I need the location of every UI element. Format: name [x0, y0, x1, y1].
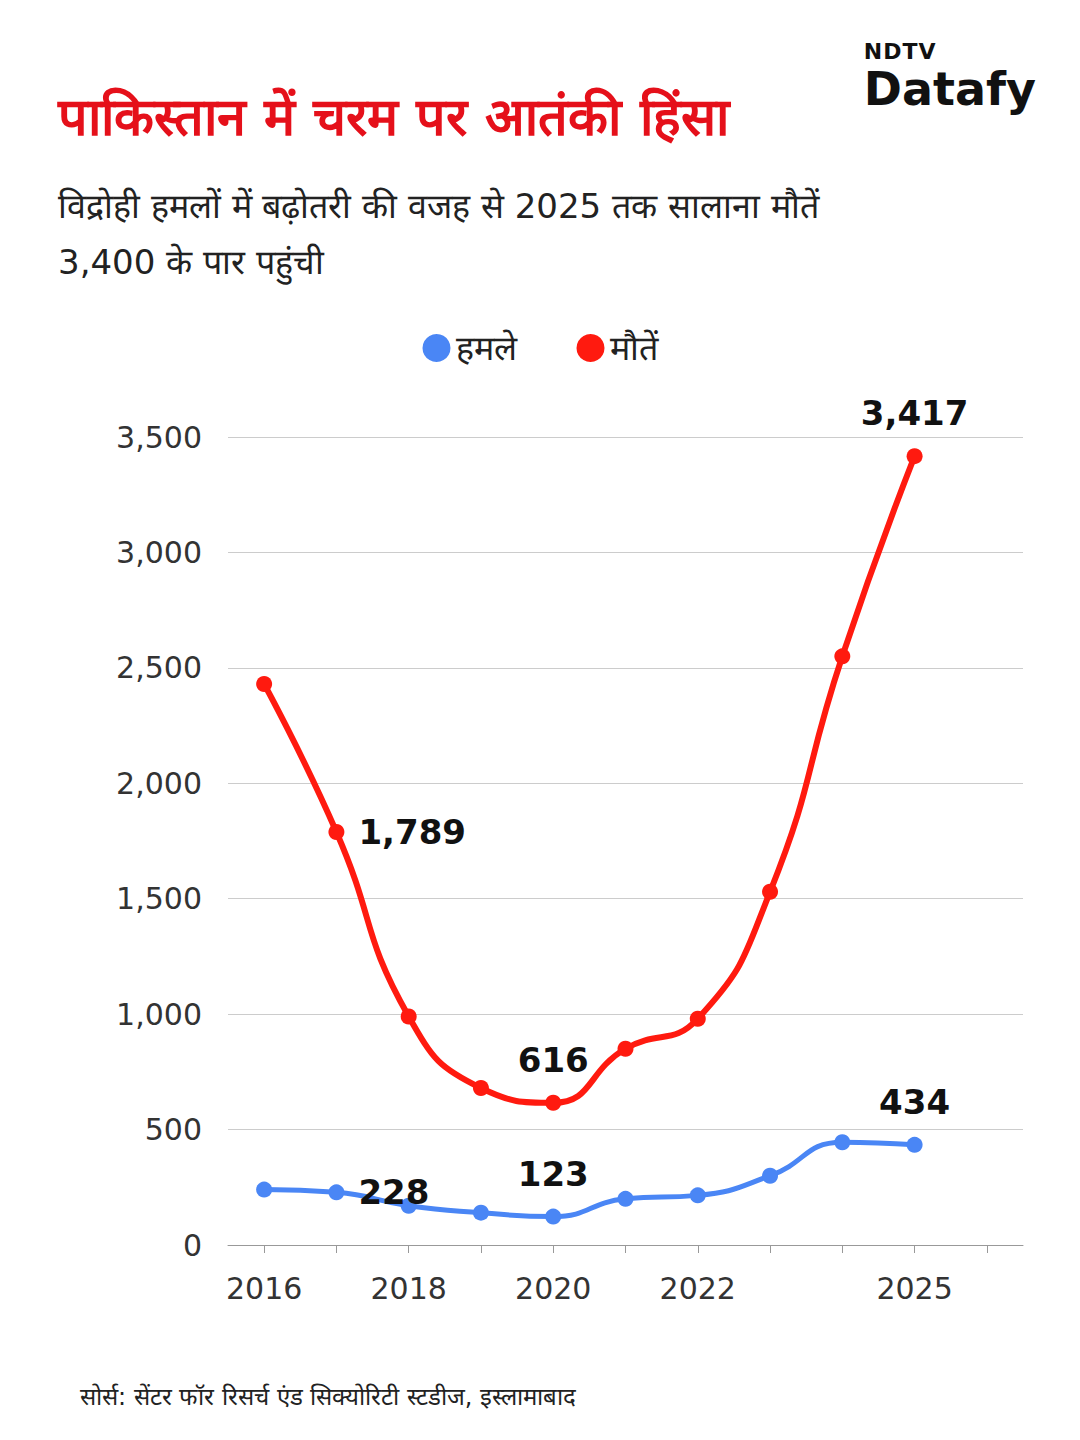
html-text:पाकिस्तान में चरम पर आतंकी हिं: पाकिस्तान में चरम पर आतंकी हिंसा	[58, 87, 729, 147]
svg-text:3,417: 3,417	[861, 393, 969, 433]
svg-text:हमले: हमले	[456, 328, 518, 368]
html-text:सोर्स: सेंटर फॉर रिसर्च एंड सि: सोर्स: सेंटर फॉर रिसर्च एंड सिक्योरिटी स…	[80, 1383, 577, 1411]
svg-text:1,789: 1,789	[358, 812, 466, 852]
svg-text:616: 616	[518, 1040, 589, 1080]
svg-text:मौतें: मौतें	[610, 328, 659, 368]
svg-text:3,000: 3,000	[116, 535, 202, 570]
svg-text:2020: 2020	[515, 1271, 591, 1306]
svg-text:2016: 2016	[226, 1271, 302, 1306]
svg-text:123: 123	[518, 1154, 589, 1194]
svg-text:3,500: 3,500	[116, 420, 202, 455]
html-text:NDTV: NDTV	[863, 39, 937, 64]
svg-text:228: 228	[358, 1172, 429, 1212]
svg-text:2018: 2018	[371, 1271, 447, 1306]
svg-text:2,500: 2,500	[116, 650, 202, 685]
svg-text:1,000: 1,000	[116, 997, 202, 1032]
html-text:Datafy: Datafy	[863, 62, 1036, 116]
svg-text:500: 500	[145, 1112, 202, 1147]
svg-text:434: 434	[879, 1082, 950, 1122]
html-text:विद्रोही हमलों में बढ़ोतरी की: विद्रोही हमलों में बढ़ोतरी की वजह से 202…	[58, 186, 819, 282]
svg-text:2,000: 2,000	[116, 766, 202, 801]
svg-text:2022: 2022	[660, 1271, 736, 1306]
svg-text:1,500: 1,500	[116, 881, 202, 916]
svg-text:0: 0	[183, 1228, 202, 1263]
svg-text:2025: 2025	[876, 1271, 952, 1306]
